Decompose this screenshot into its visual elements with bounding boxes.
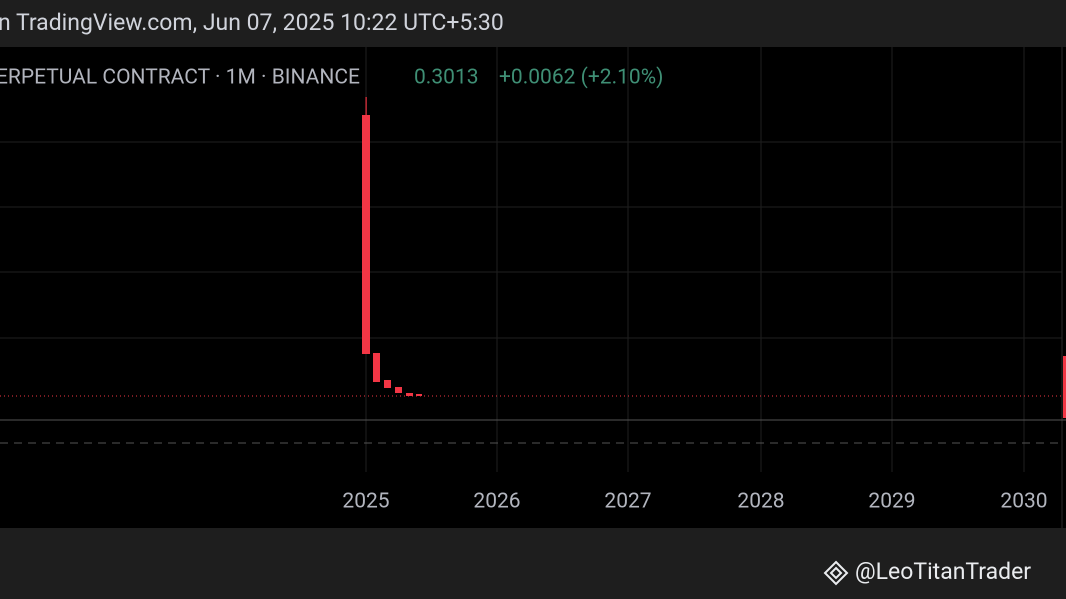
x-tick-label: 2030 xyxy=(1000,490,1047,514)
price-marker xyxy=(1063,356,1066,418)
x-axis: 2025 2026 2027 2028 2029 2030 xyxy=(342,490,1047,514)
candles xyxy=(362,97,1066,418)
legend-change: +0.0062 (+2.10%) xyxy=(499,66,663,90)
x-tick-label: 2025 xyxy=(342,490,389,514)
chart-area xyxy=(0,47,1066,528)
legend-symbol: ERPETUAL CONTRACT · 1M · BINANCE xyxy=(0,66,360,90)
candle xyxy=(384,380,391,388)
bottom-bar xyxy=(0,528,1066,599)
header-text: n TradingView.com, Jun 07, 2025 10:22 UT… xyxy=(0,9,504,36)
x-tick-label: 2026 xyxy=(473,490,520,514)
grid xyxy=(0,47,1062,472)
x-tick-label: 2028 xyxy=(737,490,784,514)
candle xyxy=(362,115,370,354)
watermark: @LeoTitanTrader xyxy=(855,558,1031,585)
legend-price: 0.3013 xyxy=(414,66,479,90)
candle xyxy=(406,393,413,396)
candle xyxy=(395,387,402,393)
x-tick-label: 2027 xyxy=(604,490,651,514)
wick xyxy=(365,97,367,117)
binance-icon xyxy=(823,560,849,586)
x-tick-label: 2029 xyxy=(868,490,915,514)
top-bar xyxy=(0,0,1066,47)
candle xyxy=(373,353,380,382)
candle xyxy=(416,394,422,396)
